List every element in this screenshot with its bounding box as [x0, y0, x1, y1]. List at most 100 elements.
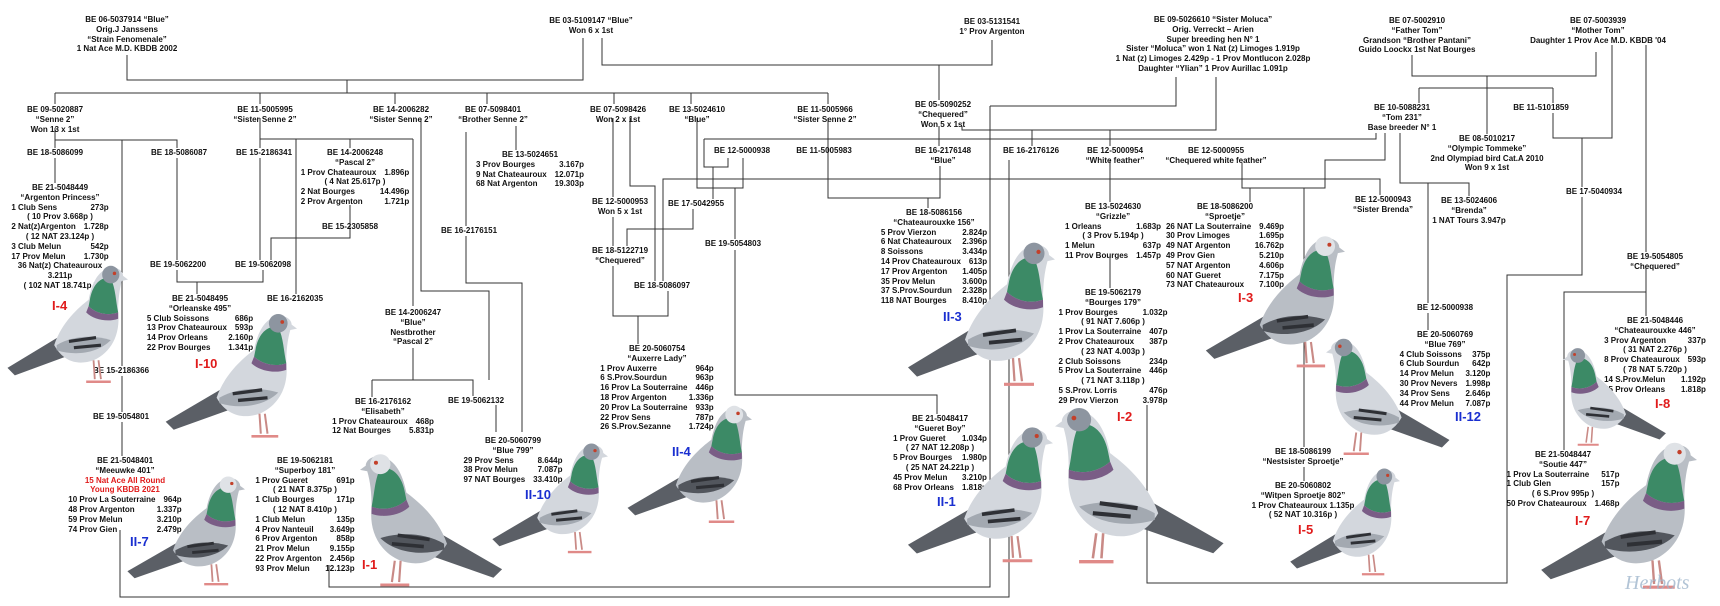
ring-number: BE 07-5003939: [1569, 16, 1627, 25]
result-row: 68 Nat Argenton 19.303p: [476, 179, 584, 189]
entry-info: “Orleanske 495”: [168, 303, 232, 313]
pedigree-entry: BE 19-5062179 “Bourges 179” 1 Prov Bourges…: [1059, 288, 1168, 406]
pedigree-entry: BE 07-5098401 “Brother Senne 2”: [458, 105, 528, 125]
result-race: 1 Prov Chateauroux: [300, 167, 377, 177]
result-row: 26 S.Prov.Sezanne 1.724p: [600, 422, 713, 432]
result-race: 5 Club Soissons: [146, 313, 210, 323]
result-row: 20 Prov La Souterraine 933p: [600, 403, 713, 413]
result-row: ( 78 NAT 5.720p ): [1604, 365, 1706, 375]
result-prize: 1.336p: [688, 392, 714, 402]
result-row: 8 Soissons 3.434p: [881, 247, 987, 257]
result-race: 49 Prov Gien: [1165, 250, 1215, 260]
result-race: 29 Prov Sens: [463, 455, 514, 465]
entry-info: “Gueret Boy”: [914, 423, 966, 433]
ring-number: BE 21-5048417: [911, 414, 969, 423]
connector-line: [1146, 197, 1583, 584]
result-row: 30 Prov Nevers 1.998p: [1400, 379, 1491, 389]
result-row: 93 Prov Melun 12.123p: [255, 564, 354, 574]
result-race: ( 25 NAT 24.221p ): [905, 462, 975, 472]
ring-number: BE 11-5005966: [797, 105, 853, 114]
result-row: 97 NAT Bourges 33.410p: [464, 475, 563, 485]
ring-number: BE 19-5062200: [149, 260, 207, 269]
ring-number: BE 18-5086156: [905, 208, 963, 217]
result-race: 55 Prov Orleans: [1604, 384, 1666, 394]
pedigree-entry: BE 16-2176151: [441, 226, 497, 236]
result-row: 2 Prov Argenton 1.721p: [301, 197, 409, 207]
entry-info: “Brother Senne 2”: [458, 114, 528, 124]
result-prize: 337p: [1687, 335, 1706, 345]
ring-number: BE 17-5040934: [1565, 187, 1623, 196]
result-prize: 3.210p: [962, 472, 987, 482]
entry-info: “Witpen Sproetje 802”: [1260, 490, 1346, 500]
pedigree-entry: BE 11-5005966 “Sister Senne 2”: [793, 105, 856, 125]
connector-line: [465, 236, 523, 432]
pedigree-entry: BE 12-5000938: [1417, 303, 1473, 313]
ring-number: BE 20-5060769: [1416, 330, 1474, 339]
pigeon-photo: [1563, 348, 1666, 446]
ring-number: BE 19-5062181: [276, 456, 334, 465]
result-race: ( 78 NAT 5.720p ): [1623, 364, 1687, 374]
ring-number: BE 13-5024630: [1084, 202, 1142, 211]
result-row: ( 71 NAT 3.118p ): [1059, 376, 1168, 386]
result-race: 5 Prov La Souterraine: [1058, 366, 1142, 376]
result-race: 74 Prov Gien: [68, 524, 118, 534]
result-row: ( 31 NAT 2.276p ): [1604, 345, 1706, 355]
connector-line: [662, 178, 1381, 281]
entry-info: “Sister Senne 2”: [233, 114, 297, 124]
pigeon-photo: [908, 242, 1055, 386]
entry-info: “Chequered”: [1630, 261, 1680, 271]
race-results: 10 Prov La Souterraine 964p 48 Prov Argent…: [68, 495, 181, 534]
generation-label: II-12: [1455, 409, 1482, 424]
result-row: 10 Prov La Souterraine 964p: [68, 495, 181, 505]
result-row: ( 3 Prov 5.194p ): [1065, 231, 1161, 241]
result-prize: 3.434p: [962, 247, 988, 257]
pedigree-entry: BE 11-5005995 “Sister Senne 2”: [233, 105, 296, 125]
connector-line: [601, 38, 993, 66]
entry-info: “Sister Senne 2”: [369, 114, 433, 124]
entry-info: ( 52 NAT 10.316p ): [1268, 510, 1338, 520]
entry-info: “Senne 2”: [35, 114, 75, 124]
result-race: 8 Prov Chateauroux: [1604, 355, 1680, 365]
result-race: 18 Prov Argenton: [600, 392, 667, 402]
entry-info: “Sister Senne 2”: [793, 114, 857, 124]
ring-number: BE 21-5048449: [31, 183, 89, 192]
generation-label: II-10: [525, 487, 552, 502]
connector-line: [1563, 268, 1647, 450]
result-prize: 1.818p: [962, 482, 987, 492]
result-race: ( 102 NAT 18.741p ): [23, 280, 97, 290]
result-row: 21 Prov Melun 9.155p: [255, 544, 354, 554]
result-row: 44 Prov Melun 7.087p: [1400, 399, 1491, 409]
result-race: 3 Prov Argenton: [1604, 335, 1667, 345]
result-prize: 16.762p: [1254, 241, 1285, 251]
result-race: 1 Melun: [1064, 241, 1095, 251]
pedigree-entry: BE 16-2176162 “Elisabeth” 1 Prov Chateauro…: [332, 397, 434, 436]
ring-number: BE 10-5088231: [1373, 103, 1431, 112]
ring-number: BE 19-5054805: [1626, 252, 1684, 261]
pedigree-entry: BE 12-5000954 “White feather”: [1086, 146, 1145, 166]
pedigree-entry: BE 14-2006247 “Blue” Nestbrother “Pascal 2”: [385, 308, 441, 347]
pedigree-entry: BE 18-5086097: [634, 281, 690, 291]
result-prize: 171p: [336, 495, 355, 505]
connector-line: [990, 77, 1177, 107]
result-row: 49 NAT Argenton 16.762p: [1166, 241, 1284, 251]
result-row: 74 Prov Gien 2.479p: [68, 525, 181, 535]
result-race: 59 Prov Melun: [68, 514, 123, 524]
ring-number: BE 18-5086097: [633, 281, 691, 290]
result-prize: 1.032p: [1142, 307, 1168, 317]
entry-info: “Auxerre Lady”: [627, 353, 687, 363]
result-row: 2 Prov Chateauroux 387p: [1059, 337, 1168, 347]
result-prize: 1.730p: [83, 251, 109, 261]
result-row: 29 Prov Vierzon 3.978p: [1059, 396, 1168, 406]
connector-line: [119, 160, 1010, 598]
entry-info: 2nd Olympiad bird Cat.A 2010: [1430, 153, 1544, 163]
result-race: 68 Nat Argenton: [475, 179, 538, 189]
connector-line: [1250, 133, 1386, 189]
connector-line: [126, 38, 584, 81]
watermark-logo: Herbots: [1625, 572, 1690, 594]
pedigree-entry: BE 08-5010217 “Olympic Tommeke” 2nd Olympi…: [1430, 134, 1543, 173]
result-prize: 12.123p: [325, 563, 355, 573]
pedigree-entry: BE 21-5048446 “Chateaurouxke 446” 3 Prov A…: [1604, 316, 1706, 394]
result-prize: 5.831p: [409, 426, 434, 436]
result-prize: 686p: [234, 313, 254, 323]
pigeon-photo: [1326, 338, 1450, 455]
